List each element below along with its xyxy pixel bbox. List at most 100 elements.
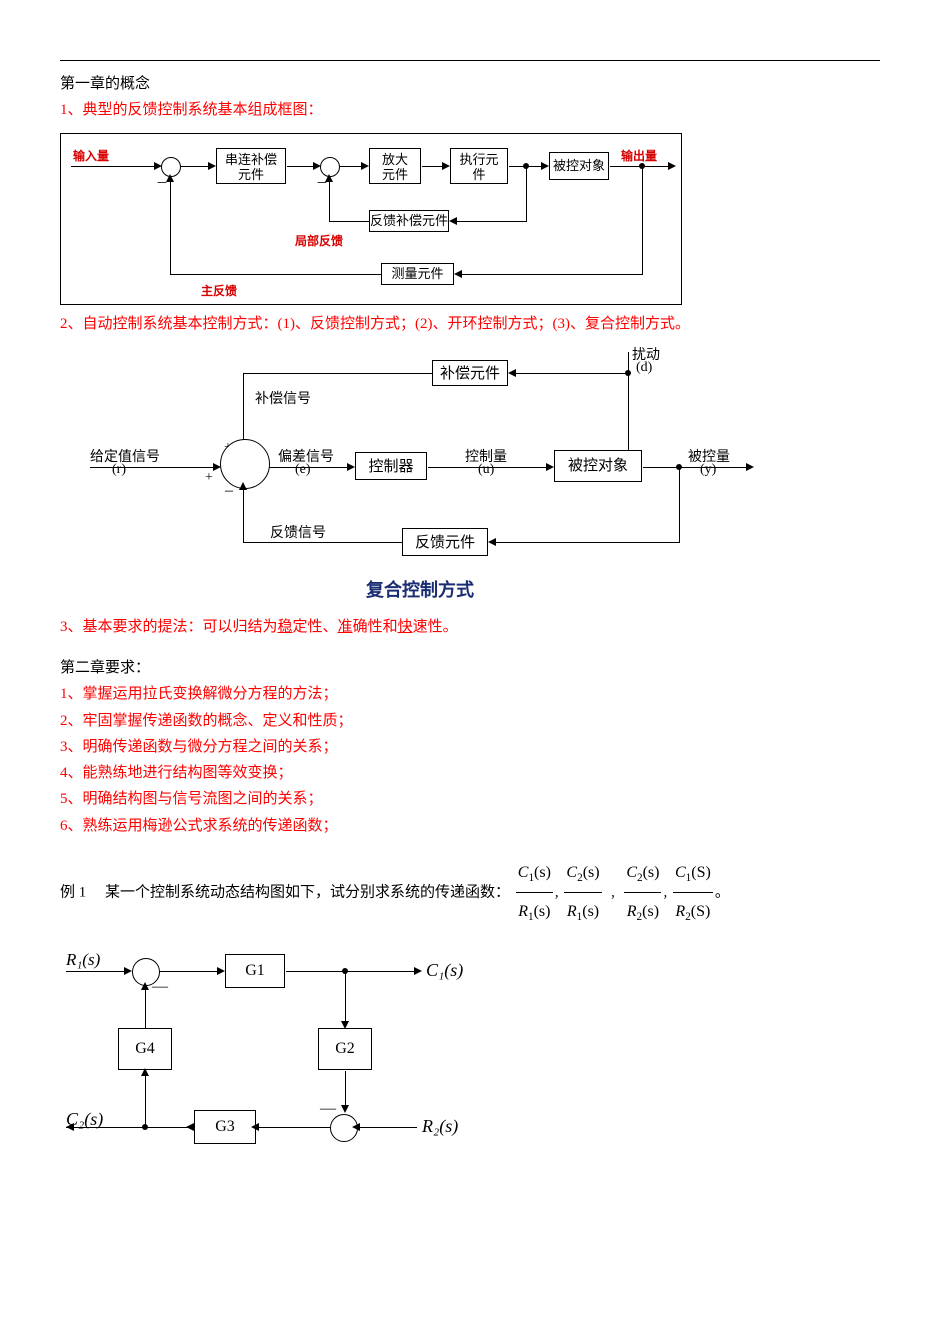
d1-line: [329, 221, 369, 222]
d2-control-sym: (u): [478, 462, 494, 478]
d2-fb-signal-label: 反馈信号: [270, 522, 326, 542]
item3-u1: 稳: [278, 619, 293, 635]
d3-arrow: [141, 982, 149, 990]
chapter1-title: 第一章的概念: [60, 73, 885, 96]
d3-minus1: —: [152, 978, 168, 996]
page: 第一章的概念 1、典型的反馈控制系统基本组成框图： 输入量 － 串连补偿元件 －…: [0, 0, 945, 1202]
d1-line: [422, 166, 444, 167]
ch2-4: 4、能熟练地进行结构图等效变换；: [60, 762, 885, 785]
d3-arrow: [251, 1123, 259, 1131]
ch2-5: 5、明确结构图与信号流图之间的关系；: [60, 788, 885, 811]
d2-arrow: [546, 463, 554, 471]
d3-arrow: [66, 1123, 74, 1131]
d3-line: [357, 1127, 417, 1128]
d1-input-label: 输入量: [73, 147, 109, 164]
d2-line: [495, 542, 680, 543]
d3-arrow: [341, 1105, 349, 1113]
ch2-6: 6、熟练运用梅逊公式求系统的传递函数；: [60, 815, 885, 838]
frac2: C2(s) R1(s): [562, 854, 603, 932]
d3-arrow: [217, 967, 225, 975]
d1-line: [71, 166, 156, 167]
d3-R2: R₂(s): [422, 1116, 458, 1137]
d2-arrow: [239, 482, 247, 490]
d3-C1: C₁(s): [426, 960, 463, 981]
d1-line: [170, 274, 381, 275]
d2-line: [243, 542, 402, 543]
item3-p3: 速性。: [413, 619, 458, 635]
d3-arrow: [141, 1068, 149, 1076]
diagram1-feedback-system: 输入量 － 串连补偿元件 － 放大元件 执行元件 被控对象 输出量 反馈补偿元件: [60, 133, 682, 305]
d3-line: [345, 1071, 346, 1107]
d2-controlled-sym: (y): [700, 462, 716, 478]
d1-box-fb-comp: 反馈补偿元件: [369, 210, 449, 232]
d1-line: [329, 176, 330, 222]
ch2-3: 3、明确传递函数与微分方程之间的关系；: [60, 736, 885, 759]
d3-line: [66, 971, 126, 972]
d1-line: [642, 166, 643, 274]
d1-box-plant: 被控对象: [549, 152, 609, 180]
d2-setpoint-sym: (r): [112, 462, 126, 478]
frac4: C1(S) R2(S): [671, 854, 715, 932]
d2-box-plant: 被控对象: [554, 450, 642, 482]
d3-box-G1: G1: [225, 954, 285, 988]
ch2-2: 2、牢固掌握传递函数的概念、定义和性质；: [60, 710, 885, 733]
ch2-1: 1、掌握运用拉氏变换解微分方程的方法；: [60, 683, 885, 706]
frac3: C2(s) R2(s): [622, 854, 663, 932]
d1-arrow: [668, 162, 676, 170]
d2-line: [679, 467, 680, 542]
d1-local-fb-label: 局部反馈: [295, 232, 343, 249]
diagram2-composite-control: 扰动 (d) 补偿元件 补偿信号 + 给定值信号 (r) + – 偏差信号 (e…: [80, 342, 760, 572]
d1-arrow: [325, 174, 333, 182]
d2-error-sym: (e): [295, 462, 311, 478]
d1-arrow: [449, 217, 457, 225]
diagram3-structure: R₁(s) — G1 C₁(s) G2 — G4 C₂(s) G3: [66, 942, 496, 1162]
d1-box-actuator: 执行元件: [450, 148, 508, 184]
d3-box-G4: G4: [118, 1028, 172, 1070]
d2-line: [90, 467, 215, 468]
d1-line: [170, 176, 171, 275]
chapter2-title: 第二章要求：: [60, 657, 885, 680]
d1-main-fb-label: 主反馈: [201, 282, 237, 299]
d1-line: [526, 166, 527, 221]
d2-disturb-sym: (d): [636, 360, 652, 376]
d3-line: [286, 971, 416, 972]
d3-arrow: [186, 1123, 194, 1131]
item3-u3: 快: [398, 619, 413, 635]
item3-line: 3、基本要求的提法：可以归结为稳定性、准确性和快速性。: [60, 616, 885, 639]
d3-arrow: [352, 1123, 360, 1131]
d1-arrow: [442, 162, 450, 170]
d1-arrow: [166, 174, 174, 182]
d2-arrow: [508, 369, 516, 377]
d1-line: [339, 166, 363, 167]
d2-arrow: [347, 463, 355, 471]
d1-box-amplifier: 放大元件: [369, 148, 421, 184]
d1-line: [456, 221, 527, 222]
d3-arrow: [124, 967, 132, 975]
d2-minus: –: [225, 482, 233, 500]
item1-heading: 1、典型的反馈控制系统基本组成框图：: [60, 99, 885, 122]
d2-line: [515, 373, 628, 374]
d3-box-G3: G3: [194, 1110, 256, 1144]
d2-comp-signal-label: 补偿信号: [255, 388, 311, 408]
d3-arrow: [414, 967, 422, 975]
d2-plus2: +: [205, 470, 213, 486]
d2-caption: 复合控制方式: [80, 576, 760, 602]
d1-output-label: 输出量: [621, 147, 657, 164]
d3-line: [159, 971, 219, 972]
d3-minus2: —: [320, 1100, 336, 1118]
item2-heading: 2、自动控制系统基本控制方式：(1)、反馈控制方式；(2)、开环控制方式；(3)…: [60, 313, 885, 336]
item3-leading: 3、基本要求的提法：可以归结为: [60, 619, 278, 635]
d1-box-measure: 测量元件: [381, 263, 454, 285]
d1-arrow: [208, 162, 216, 170]
item3-p1: 定性、: [293, 619, 338, 635]
d1-line: [461, 274, 643, 275]
top-rule: [60, 60, 880, 61]
d3-line: [145, 1071, 146, 1127]
d2-line: [628, 352, 629, 452]
d2-arrow: [488, 538, 496, 546]
d3-line: [257, 1127, 330, 1128]
d2-line: [243, 488, 244, 543]
d1-box-serial-comp: 串连补偿元件: [216, 148, 286, 184]
d1-line: [180, 166, 210, 167]
item3-u2: 准: [338, 619, 353, 635]
